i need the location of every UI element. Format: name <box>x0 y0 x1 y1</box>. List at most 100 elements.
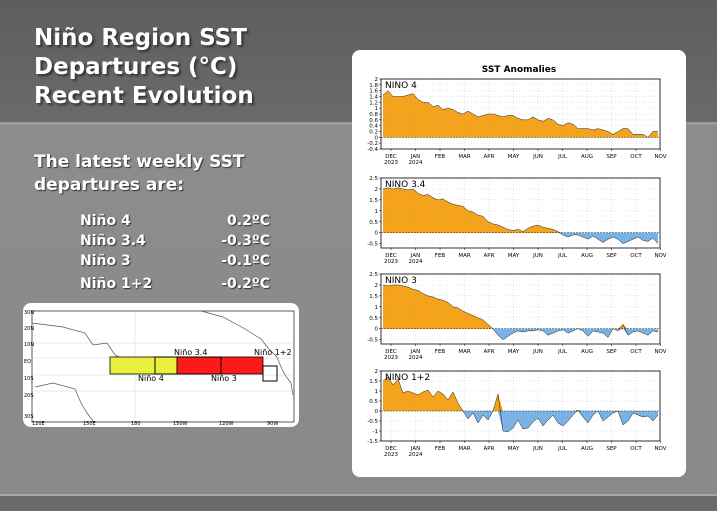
month-label: MAY <box>508 349 520 355</box>
month-label: AUG <box>581 253 593 259</box>
y-tick-label: 0.5 <box>369 220 378 226</box>
y-tick-label: 2 <box>375 283 379 289</box>
departure-row: Niño 3 -0.1ºC <box>70 253 270 273</box>
year-label: 2023 <box>384 452 398 458</box>
month-label: JUL <box>557 446 568 452</box>
region-label: Niño 4 <box>80 213 131 229</box>
lat-label: 10S <box>24 376 34 382</box>
lat-label: 10N <box>24 342 34 348</box>
y-tick-label: 2 <box>375 187 379 193</box>
positive-anomaly-area <box>383 91 658 138</box>
month-label: NOV <box>654 349 666 355</box>
lat-label: 30N <box>24 310 34 316</box>
y-tick-label: 1.5 <box>369 294 378 300</box>
month-label: OCT <box>630 253 642 259</box>
month-label: MAY <box>508 446 520 452</box>
year-label: 2024 <box>409 259 423 265</box>
lon-label: 150E <box>83 421 96 427</box>
month-label: MAR <box>458 349 471 355</box>
y-tick-label: -1 <box>373 429 378 435</box>
region-value: -0.2ºC <box>221 276 270 292</box>
positive-anomaly-area <box>383 285 658 329</box>
lat-label: 30S <box>24 414 34 420</box>
y-tick-label: 1 <box>375 305 379 311</box>
month-label: AUG <box>581 446 593 452</box>
month-label: APR <box>484 446 495 452</box>
positive-anomaly-area <box>383 188 658 233</box>
month-label: JUN <box>532 253 543 259</box>
month-label: MAR <box>458 253 471 259</box>
month-label: NOV <box>654 446 666 452</box>
lon-label: 90W <box>267 421 278 427</box>
region-label: Niño 3.4 <box>80 233 146 249</box>
y-tick-label: 0 <box>375 409 379 415</box>
departure-row: Niño 1+2 -0.2ºC <box>70 276 270 296</box>
month-label: NOV <box>654 253 666 259</box>
month-label: AUG <box>581 349 593 355</box>
nino-region-map: Niño 3.4 Niño 1+2 Niño 4 Niño 3 30N 20N … <box>23 303 299 427</box>
year-label: 2023 <box>384 355 398 361</box>
year-label: 2024 <box>409 160 423 166</box>
y-tick-label: 1.5 <box>369 379 378 385</box>
month-label: NOV <box>654 154 666 160</box>
y-tick-label: -1.5 <box>367 439 378 445</box>
month-label: SEP <box>606 446 617 452</box>
month-label: APR <box>484 349 495 355</box>
lon-label: 120E <box>32 421 45 427</box>
y-tick-label: 2.5 <box>369 176 378 182</box>
month-label: SEP <box>606 253 617 259</box>
y-tick-label: 2.5 <box>369 272 378 278</box>
month-label: JUN <box>532 349 543 355</box>
month-label: FEB <box>435 253 446 259</box>
month-label: MAR <box>458 154 471 160</box>
nino4-label: Niño 4 <box>138 374 164 383</box>
negative-anomaly-area <box>383 233 658 244</box>
nino34-label: Niño 3.4 <box>174 348 207 357</box>
lat-label: EQ <box>24 359 31 365</box>
year-label: 2024 <box>409 355 423 361</box>
lon-label: 180 <box>131 421 141 427</box>
y-tick-label: -0.4 <box>367 147 378 153</box>
slide-title: Niño Region SST Departures (°C) Recent E… <box>34 24 334 111</box>
departure-row: Niño 3.4 -0.3ºC <box>70 233 270 253</box>
panel-name: NINO 1+2 <box>385 373 430 383</box>
month-label: MAY <box>508 253 520 259</box>
y-tick-label: 1.5 <box>369 198 378 204</box>
y-tick-label: -0.5 <box>367 242 378 248</box>
y-tick-label: 0.5 <box>369 316 378 322</box>
panel-0: 21.81.61.41.210.80.60.40.20-0.2-0.4NINO … <box>367 77 667 166</box>
lon-label: 150W <box>173 421 188 427</box>
year-label: 2024 <box>409 452 423 458</box>
month-label: JUL <box>557 154 568 160</box>
month-label: AUG <box>581 154 593 160</box>
month-label: MAY <box>508 154 520 160</box>
nino3-label: Niño 3 <box>211 374 237 383</box>
month-label: OCT <box>630 446 642 452</box>
region-label: Niño 3 <box>80 253 131 269</box>
y-tick-label: 0.5 <box>369 399 378 405</box>
chart-title: SST Anomalies <box>482 65 556 75</box>
y-tick-label: -0.5 <box>367 419 378 425</box>
region-label: Niño 1+2 <box>80 276 152 292</box>
region-value: -0.3ºC <box>221 233 270 249</box>
bottom-band <box>0 494 717 511</box>
year-label: 2023 <box>384 259 398 265</box>
month-label: SEP <box>606 349 617 355</box>
month-label: APR <box>484 154 495 160</box>
month-label: JUN <box>532 154 543 160</box>
region-value: -0.1ºC <box>221 253 270 269</box>
negative-anomaly-area <box>383 411 658 432</box>
month-label: OCT <box>630 154 642 160</box>
slide-subtitle: The latest weekly SST departures are: <box>34 151 294 197</box>
month-label: JUL <box>557 349 568 355</box>
y-tick-label: 1 <box>375 209 379 215</box>
month-label: JUN <box>532 446 543 452</box>
lon-label: 120W <box>219 421 234 427</box>
nino-region-map-panel: Niño 3.4 Niño 1+2 Niño 4 Niño 3 30N 20N … <box>23 303 299 427</box>
y-tick-label: 0 <box>375 327 379 333</box>
